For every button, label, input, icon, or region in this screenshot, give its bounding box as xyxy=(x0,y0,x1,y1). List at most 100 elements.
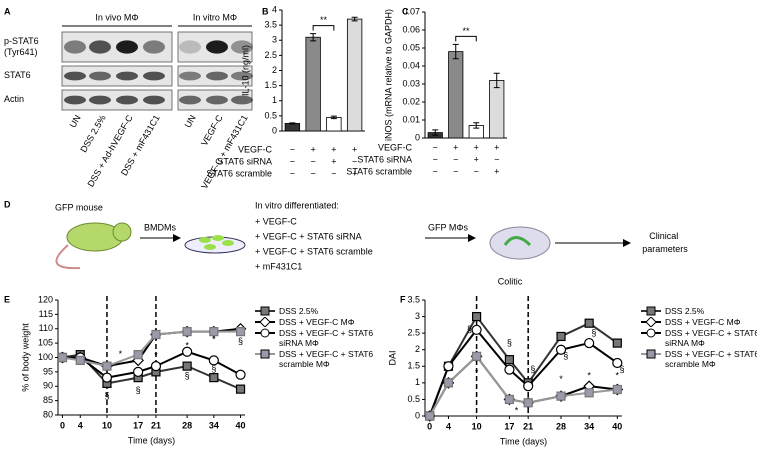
lane-label: VEGF-C xyxy=(199,113,225,148)
y-tick-label: 0 xyxy=(415,410,420,420)
legend-marker xyxy=(260,306,270,316)
marker xyxy=(504,355,515,365)
blot-group: In vivo MΦ xyxy=(95,12,138,22)
y-tick-label: 0 xyxy=(272,125,277,135)
legend-swatch xyxy=(641,328,661,338)
condition-sign: + xyxy=(310,144,315,154)
error-bar xyxy=(351,16,358,22)
panel-letter: E xyxy=(4,294,10,304)
legend-swatch xyxy=(255,328,275,338)
legend-label: DSS + VEGF-C + STAT6 siRNA MΦ xyxy=(279,328,374,348)
x-tick-label: 17 xyxy=(504,421,514,431)
condition-label: VEGF-C xyxy=(238,144,273,154)
condition-sign: − xyxy=(474,166,479,176)
annotation: § xyxy=(238,336,243,346)
blot-band xyxy=(64,95,86,105)
x-tick-label: 10 xyxy=(102,420,112,430)
marker xyxy=(182,346,193,357)
error-bar xyxy=(330,115,337,120)
annotation: § xyxy=(136,385,141,395)
annotation: * xyxy=(559,374,563,384)
panel-letter: A xyxy=(4,6,11,16)
condition-sign: − xyxy=(494,154,499,164)
legend-label: DSS + VEGF-C MΦ xyxy=(279,317,355,327)
legend: DSS 2.5% DSS + VEGF-C MΦ DSS + VEGF-C + ST… xyxy=(640,306,757,370)
y-axis-title: DAI xyxy=(387,350,397,365)
y-tick-label: 95 xyxy=(43,366,53,376)
marker xyxy=(612,384,622,395)
diagram-text: Colitic xyxy=(498,276,523,286)
condition-sign: − xyxy=(331,168,336,178)
marker xyxy=(235,327,246,337)
bar xyxy=(489,80,505,139)
annotation: § xyxy=(467,324,472,334)
legend-item: DSS + VEGF-C + STAT6 siRNA MΦ xyxy=(640,328,757,348)
marker xyxy=(471,311,482,322)
panel-letter: D xyxy=(4,199,11,209)
x-axis-title: Time (days) xyxy=(128,435,175,445)
annotation: § xyxy=(563,351,568,361)
diagram-text: BMDMs xyxy=(144,222,176,232)
annotation: § xyxy=(591,328,596,338)
y-tick-label: 100 xyxy=(38,352,53,362)
marker xyxy=(182,327,192,337)
sig-label: ** xyxy=(320,15,328,25)
x-tick-label: 21 xyxy=(151,420,161,430)
x-tick-label: 34 xyxy=(584,421,594,431)
y-tick-label: 1 xyxy=(272,95,277,105)
annotation: * xyxy=(616,371,620,381)
series-line xyxy=(428,354,618,417)
blot-band xyxy=(143,71,165,81)
y-tick-label: 3.5 xyxy=(264,20,277,30)
x-tick-label: 10 xyxy=(472,421,482,431)
blot-band xyxy=(143,40,165,54)
condition-sign: − xyxy=(453,166,458,176)
y-tick-label: 120 xyxy=(38,294,53,304)
marker xyxy=(555,344,567,355)
legend: DSS 2.5% DSS + VEGF-C MΦ DSS + VEGF-C + ST… xyxy=(254,306,387,370)
annotation: § xyxy=(507,337,512,347)
y-axis-title: IL-10 (ng/ml) xyxy=(240,45,250,96)
marker xyxy=(443,378,454,388)
annotation: * xyxy=(587,371,591,381)
annotation: * xyxy=(119,349,123,359)
x-tick-label: 0 xyxy=(60,420,65,430)
legend-label: DSS + VEGF-C MΦ xyxy=(665,317,741,327)
legend-label: DSS + VEGF-C + STAT6 scramble MΦ xyxy=(665,349,757,369)
y-tick-label: 90 xyxy=(43,381,53,391)
marker xyxy=(209,327,219,337)
blot-band xyxy=(89,40,111,54)
condition-sign: − xyxy=(290,168,295,178)
condition-label: STAT6 siRNA xyxy=(217,156,272,166)
error-bar xyxy=(432,129,439,136)
legend-item: DSS + VEGF-C + STAT6 scramble MΦ xyxy=(640,349,757,369)
error-bar xyxy=(493,72,500,89)
annotation: § xyxy=(185,371,190,381)
x-tick-label: 21 xyxy=(523,421,533,431)
diagram-text: GFP MΦs xyxy=(428,222,469,232)
bar xyxy=(448,51,464,139)
condition-sign: − xyxy=(453,154,458,164)
blot-band xyxy=(179,95,201,105)
x-tick-label: 28 xyxy=(182,420,192,430)
bar xyxy=(305,36,321,132)
condition-sign: + xyxy=(494,142,499,152)
condition-sign: + xyxy=(474,154,479,164)
error-bar xyxy=(289,122,296,125)
legend-label: DSS 2.5% xyxy=(665,306,705,316)
legend-marker xyxy=(259,317,271,327)
y-tick-label: 0.06 xyxy=(402,24,420,34)
y-tick-label: 0.04 xyxy=(402,60,420,70)
y-tick-label: 2.5 xyxy=(407,328,420,338)
blot-band xyxy=(206,40,228,54)
marker xyxy=(235,384,246,394)
x-tick-label: 40 xyxy=(612,421,622,431)
marker xyxy=(235,369,246,380)
blot-band xyxy=(89,71,111,81)
marker xyxy=(133,350,143,360)
marker xyxy=(150,361,162,372)
condition-label: STAT6 siRNA xyxy=(357,154,412,164)
legend-item: DSS 2.5% xyxy=(254,306,387,316)
blot-band xyxy=(143,95,165,105)
